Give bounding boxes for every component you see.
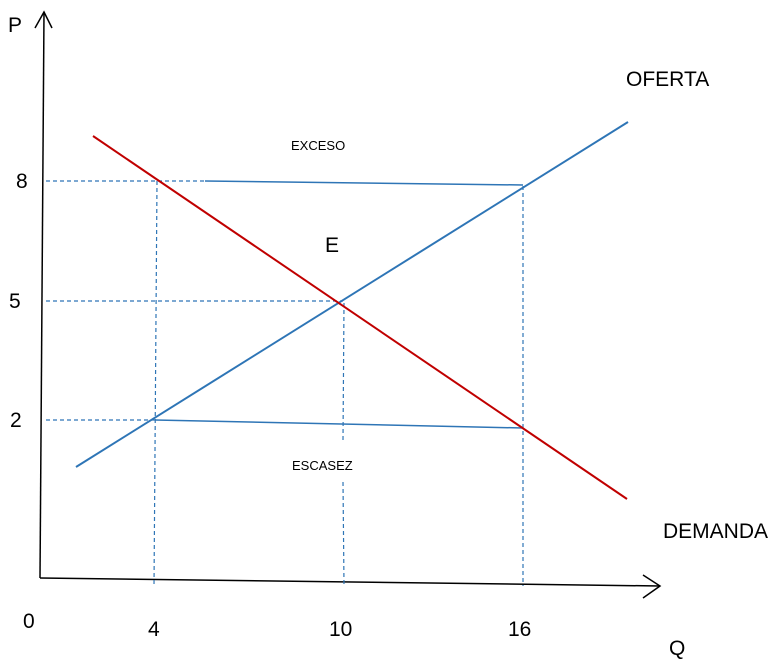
x-tick-label: 4 — [148, 618, 160, 641]
x-tick-label: 16 — [508, 618, 531, 641]
exceso-label: EXCESO — [291, 138, 345, 153]
y-axis-label: P — [8, 14, 22, 37]
origin-label: 0 — [23, 610, 35, 633]
escasez-line — [154, 419, 524, 429]
guide-v-q10-upper — [342, 302, 345, 441]
y-axis-arrowhead — [34, 10, 53, 29]
y-axis — [39, 11, 45, 579]
guide-v-q10-lower — [342, 481, 345, 587]
escasez-label: ESCASEZ — [292, 458, 353, 473]
demanda-label: DEMANDA — [663, 520, 768, 543]
oferta-curve — [75, 121, 629, 468]
x-axis-label: Q — [669, 637, 685, 660]
x-tick-label: 10 — [329, 618, 352, 641]
x-axis — [39, 577, 661, 587]
y-tick-label: 8 — [16, 170, 28, 193]
exceso-line — [204, 180, 524, 186]
y-tick-label: 2 — [10, 409, 22, 432]
guide-v-q4 — [153, 180, 158, 587]
oferta-label: OFERTA — [626, 68, 709, 91]
equilibrium-label: E — [325, 234, 339, 257]
demanda-curve — [92, 135, 628, 500]
x-axis-arrowhead — [642, 574, 662, 599]
y-tick-label: 5 — [9, 290, 21, 313]
guide-lines — [46, 180, 524, 587]
